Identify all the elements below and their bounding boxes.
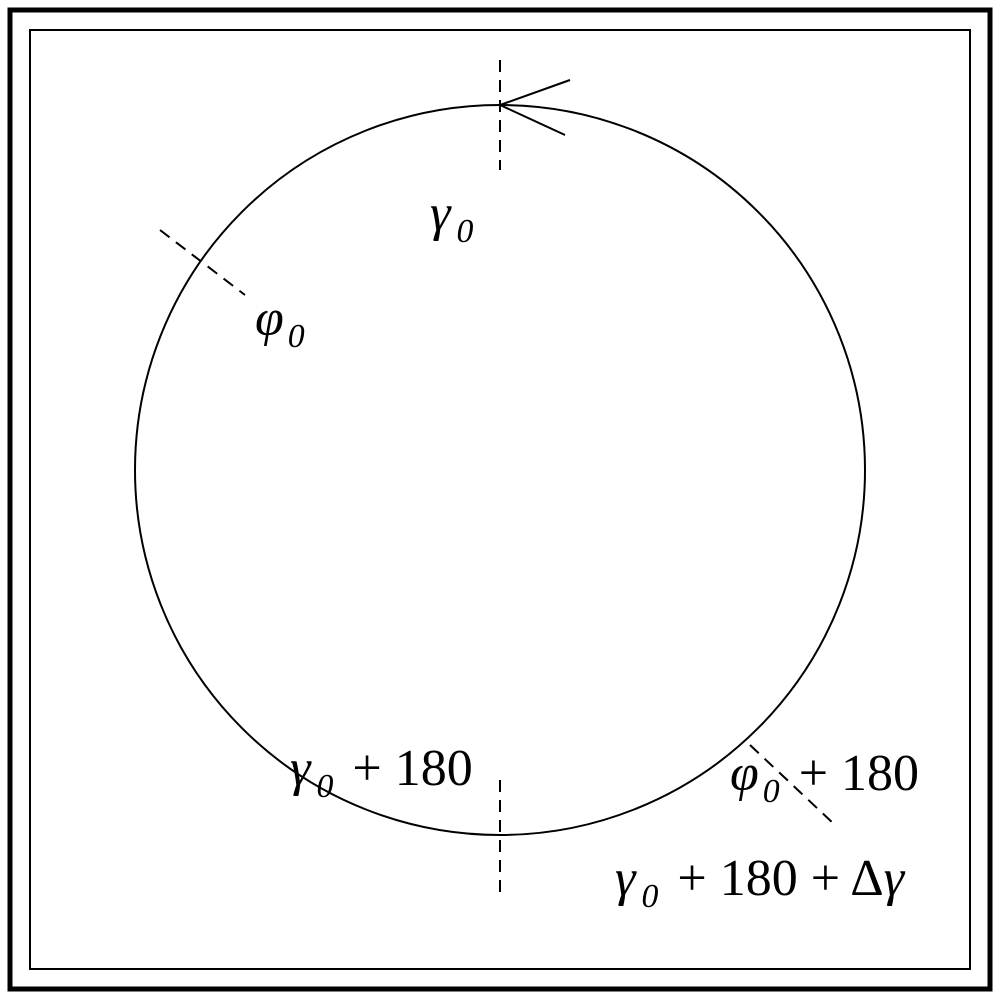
plus180-2: + 180 — [786, 745, 919, 802]
phi0-sub-2: 0 — [763, 773, 780, 810]
gamma0-sub-2: 0 — [317, 768, 334, 805]
plus180delta: + 180 + Δ — [664, 850, 883, 907]
gamma-glyph-2: γ — [290, 740, 312, 797]
gamma-glyph-3: γ — [615, 850, 637, 907]
arrow-stroke-1 — [500, 80, 570, 105]
label-phi0-180: φ0 + 180 — [730, 745, 919, 810]
phi0-sub: 0 — [288, 318, 305, 355]
label-gamma0-180: γ0 + 180 — [290, 740, 473, 805]
diagram-canvas: γ0 φ0 γ0 + 180 φ0 + 180 γ0 + 180 + Δγ — [0, 0, 1000, 999]
label-gamma0-top: γ0 — [430, 185, 474, 250]
label-gamma0-180-delta: γ0 + 180 + Δγ — [615, 850, 906, 915]
dash-upper-left — [160, 230, 245, 295]
phi-glyph: φ — [255, 290, 284, 347]
plus180-1: + 180 — [339, 740, 472, 797]
gamma0-sub: 0 — [457, 213, 474, 250]
gamma-glyph-4: γ — [884, 850, 906, 907]
phi-glyph-2: φ — [730, 745, 759, 802]
label-phi0-left: φ0 — [255, 290, 305, 355]
gamma-glyph: γ — [430, 185, 452, 242]
main-circle — [135, 105, 865, 835]
gamma0-sub-3: 0 — [642, 878, 659, 915]
